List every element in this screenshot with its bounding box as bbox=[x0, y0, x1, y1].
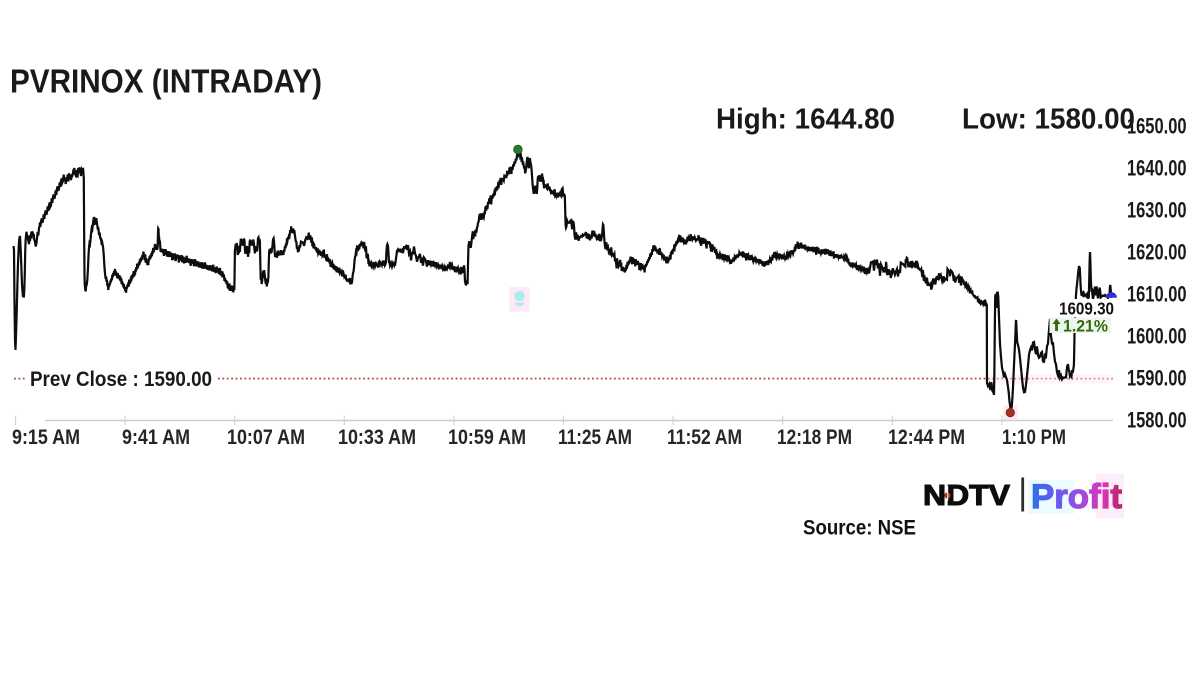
svg-text:12:44 PM: 12:44 PM bbox=[888, 426, 965, 449]
svg-text:1620.00: 1620.00 bbox=[1127, 240, 1187, 265]
svg-text:Low: 1580.00: Low: 1580.00 bbox=[962, 104, 1135, 136]
svg-text:High: 1644.80: High: 1644.80 bbox=[716, 104, 895, 136]
svg-text:1590.00: 1590.00 bbox=[1127, 366, 1187, 391]
svg-text:1.21%: 1.21% bbox=[1063, 317, 1108, 336]
svg-text:9:41 AM: 9:41 AM bbox=[122, 426, 190, 449]
svg-text:10:59 AM: 10:59 AM bbox=[448, 426, 526, 449]
svg-text:12:18 PM: 12:18 PM bbox=[777, 426, 852, 449]
svg-text:11:25 AM: 11:25 AM bbox=[558, 426, 632, 449]
svg-text:Profit: Profit bbox=[1031, 478, 1122, 516]
svg-text:NDTV: NDTV bbox=[923, 480, 1010, 512]
svg-text:1650.00: 1650.00 bbox=[1127, 114, 1187, 139]
svg-text:10:33 AM: 10:33 AM bbox=[338, 426, 416, 449]
svg-text:PVRINOX (INTRADAY): PVRINOX (INTRADAY) bbox=[10, 63, 322, 100]
svg-text:1:10 PM: 1:10 PM bbox=[1002, 426, 1066, 449]
svg-text:1630.00: 1630.00 bbox=[1127, 198, 1187, 223]
svg-text:Prev Close : 1590.00: Prev Close : 1590.00 bbox=[30, 368, 212, 391]
svg-text:1610.00: 1610.00 bbox=[1127, 282, 1187, 307]
svg-text:1600.00: 1600.00 bbox=[1127, 324, 1187, 349]
svg-text:1580.00: 1580.00 bbox=[1127, 408, 1187, 433]
svg-text:9:15 AM: 9:15 AM bbox=[12, 426, 80, 449]
svg-text:1609.30: 1609.30 bbox=[1059, 299, 1114, 319]
svg-text:Source: NSE: Source: NSE bbox=[803, 516, 916, 540]
svg-text:10:07 AM: 10:07 AM bbox=[227, 426, 305, 449]
svg-text:1640.00: 1640.00 bbox=[1127, 156, 1187, 181]
svg-text:11:52 AM: 11:52 AM bbox=[667, 426, 742, 449]
